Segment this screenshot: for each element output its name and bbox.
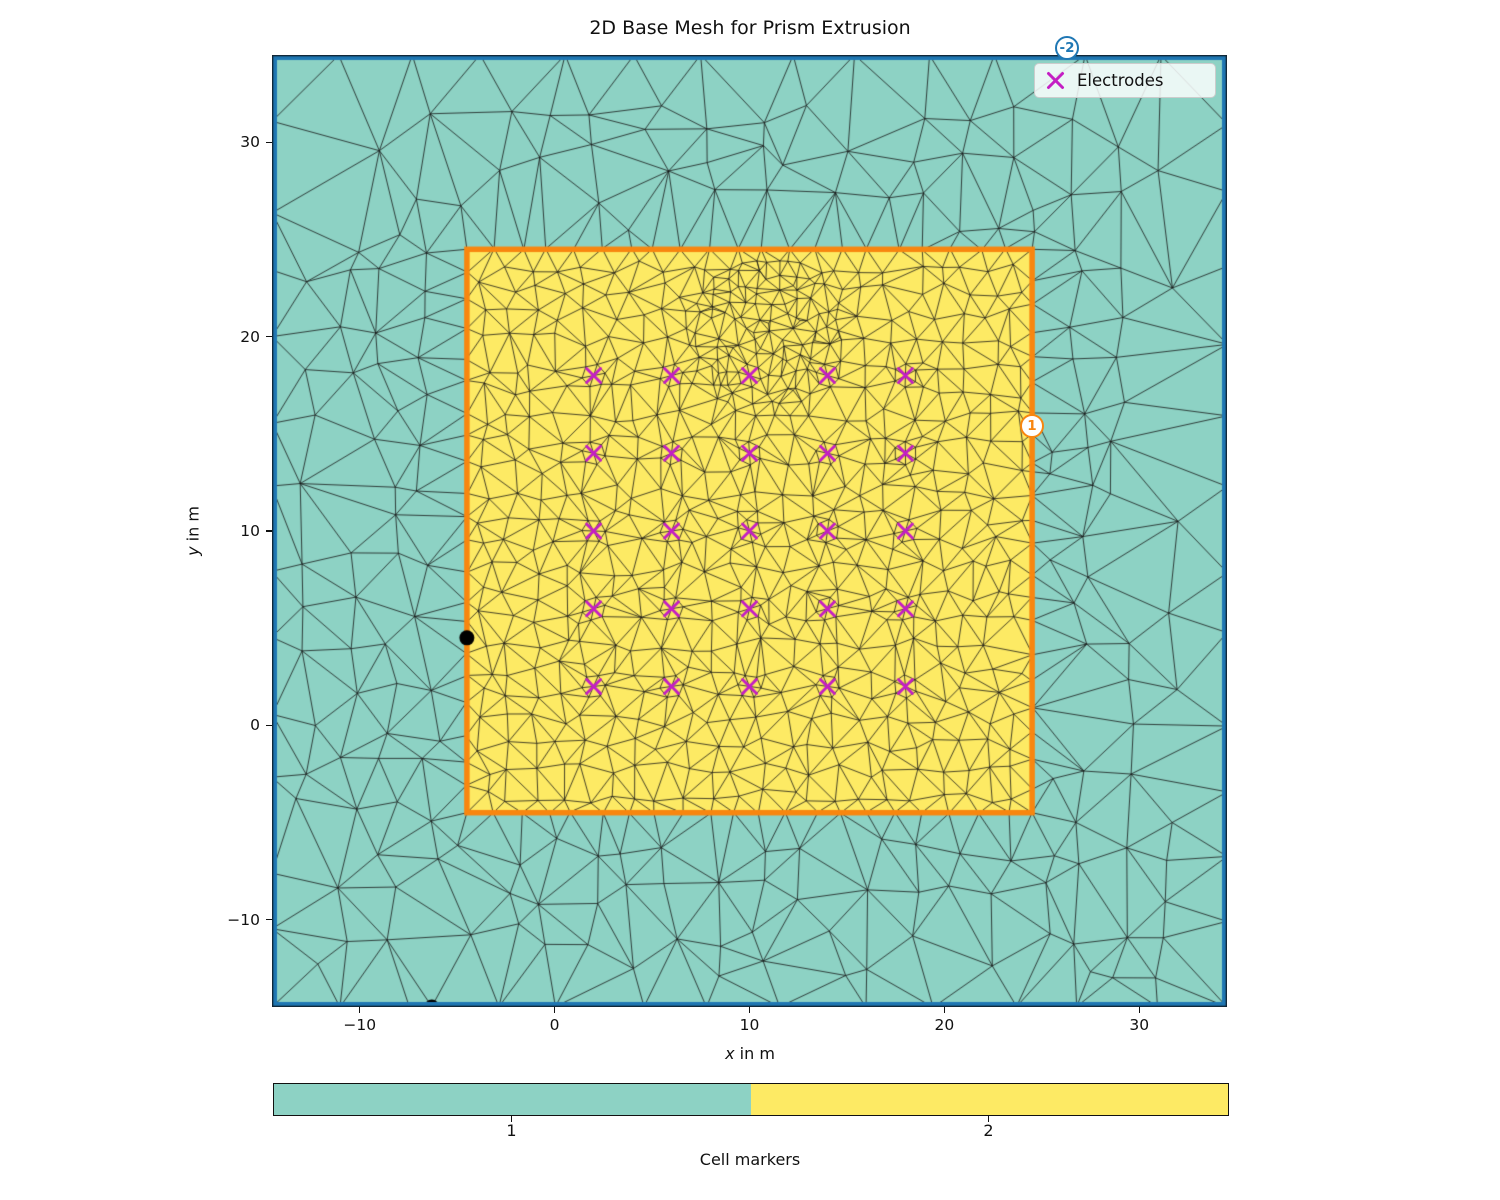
x-tick-label: 30 bbox=[1129, 1016, 1150, 1034]
colorbar-tick-label: 1 bbox=[506, 1121, 517, 1140]
colorbar-tick-mark bbox=[987, 1116, 990, 1122]
x-axis-label: x in m bbox=[725, 1044, 775, 1063]
y-tick-mark bbox=[266, 141, 272, 144]
y-tick-label: −10 bbox=[227, 910, 260, 929]
x-tick-mark bbox=[943, 1007, 946, 1013]
y-tick-label: 20 bbox=[240, 327, 260, 346]
y-tick-mark bbox=[266, 724, 272, 726]
plot-area: Electrodes bbox=[272, 55, 1227, 1007]
colorbar bbox=[273, 1083, 1229, 1116]
legend-label-electrodes: Electrodes bbox=[1077, 71, 1164, 90]
x-tick-mark bbox=[748, 1007, 751, 1013]
y-tick-mark bbox=[266, 336, 272, 338]
plot-title: 2D Base Mesh for Prism Extrusion bbox=[589, 17, 911, 39]
colorbar-segment-marker2 bbox=[751, 1084, 1228, 1115]
legend: Electrodes bbox=[1034, 63, 1216, 98]
x-tick-label: −10 bbox=[343, 1016, 377, 1034]
colorbar-tick-mark bbox=[510, 1116, 513, 1122]
outer-boundary-marker-badge: -2 bbox=[1055, 36, 1079, 60]
colorbar-label: Cell markers bbox=[699, 1150, 801, 1169]
y-tick-label: 30 bbox=[240, 133, 260, 152]
y-tick-mark bbox=[266, 530, 272, 532]
y-tick-label: 10 bbox=[240, 522, 260, 540]
x-tick-label: 0 bbox=[549, 1016, 560, 1034]
colorbar-segment-marker1 bbox=[274, 1084, 751, 1115]
x-tick-mark bbox=[553, 1007, 556, 1013]
y-axis-label: y in m bbox=[183, 506, 203, 556]
inner-boundary-marker-badge: 1 bbox=[1020, 414, 1044, 438]
x-tick-label: 20 bbox=[934, 1016, 955, 1034]
x-tick-mark bbox=[1138, 1007, 1140, 1013]
x-tick-label: 10 bbox=[739, 1016, 760, 1034]
y-tick-mark bbox=[266, 918, 272, 921]
colorbar-tick-label: 2 bbox=[983, 1121, 994, 1140]
y-tick-label: 0 bbox=[250, 716, 260, 735]
x-tick-mark bbox=[359, 1007, 361, 1013]
electrode-x-icon bbox=[1047, 72, 1064, 89]
mesh-canvas bbox=[272, 55, 1227, 1007]
